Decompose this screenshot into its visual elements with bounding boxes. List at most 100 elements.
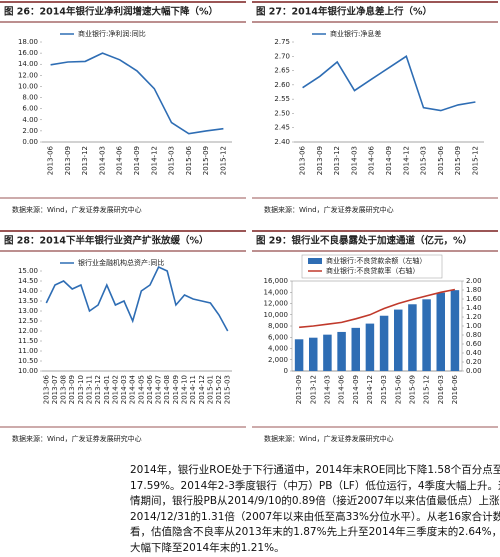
x-tick-label: 2014-12 <box>366 375 374 404</box>
x-tick-label: 2016-03 <box>437 375 445 404</box>
y-tick-label: 15.00 <box>18 267 38 275</box>
x-tick-label: 2014-10 <box>181 375 189 404</box>
x-tick-label: 2015-06 <box>185 145 193 175</box>
y-tick-label: 12.00 <box>18 71 38 79</box>
y-tick-label: 10.00 <box>18 82 38 90</box>
x-tick-label: 2014-06 <box>116 145 124 175</box>
source: 数据来源：Wind，广发证券发展研究中心 <box>264 434 394 443</box>
y-tick-label: 13.00 <box>18 307 38 315</box>
y-tick-label: 10,000 <box>264 311 289 319</box>
bar <box>309 337 318 371</box>
x-tick-label: 2014-07 <box>155 375 163 404</box>
paragraph-line: 17.59%。2014年2-3季度银行（中万）PB（LF）低位运行，4季度大幅上… <box>130 479 500 492</box>
x-tick-label: 2014-11 <box>189 375 197 404</box>
paragraph: 2014年，银行业ROE处于下行通道中，2014年末ROE同比下降1.58个百分… <box>130 463 500 556</box>
y-tick-label: 2.45 <box>274 124 290 132</box>
figure-panel: 图 28：2014下半年银行业资产扩张放缓（%） 数据来源：Wind，广发证券发展… <box>0 230 246 443</box>
x-tick-label: 2014-03 <box>98 146 106 175</box>
x-tick-label: 2013-12 <box>94 375 102 404</box>
y-tick-label: 11.50 <box>18 337 38 345</box>
bar <box>337 331 346 371</box>
y-tick-label: 2.65 <box>274 67 290 75</box>
y2-tick-label: 1.40 <box>466 304 482 312</box>
legend-box <box>301 254 443 279</box>
y-tick-label: 10.00 <box>18 367 38 375</box>
bar <box>450 290 460 371</box>
x-tick-label: 2014-09 <box>352 375 360 404</box>
y2-tick-label: 1.80 <box>466 286 482 294</box>
figure-panel: 图 29：银行业不良暴露处于加速通道（亿元，%） 数据来源：Wind，广发证券发展… <box>252 230 498 443</box>
x-tick-label: 2013-06 <box>47 145 55 175</box>
x-tick-label: 2014-09 <box>172 375 180 404</box>
legend-label: 商业银行:净利润:同比 <box>78 29 146 38</box>
y-tick-label: 18.00 <box>18 38 38 46</box>
x-tick-label: 2013-10 <box>77 375 85 404</box>
source: 数据来源：Wind，广发证券发展研究中心 <box>264 205 394 214</box>
y-tick-label: 4.00 <box>22 116 38 124</box>
x-tick-label: 2014-06 <box>368 145 376 175</box>
y-tick-label: 6,000 <box>268 333 288 341</box>
legend-label: 商业银行:不良贷款率（右轴） <box>326 266 419 275</box>
legend-swatch <box>308 258 322 264</box>
bar <box>351 327 360 371</box>
x-tick-label: 2014-03 <box>120 375 128 404</box>
x-tick-label: 2015-03 <box>380 375 388 404</box>
x-tick-label: 2015-12 <box>423 375 431 404</box>
x-tick-label: 2013-12 <box>333 146 341 175</box>
y2-tick-label: 0.80 <box>466 331 482 339</box>
bar <box>365 323 375 371</box>
x-tick-label: 2013-11 <box>86 375 94 404</box>
figure-panel: 图 26：2014年银行业净利润增速大幅下降（%） 数据来源：Wind，广发证券发… <box>0 1 246 214</box>
bar <box>436 292 445 371</box>
y2-tick-label: 0.60 <box>466 340 482 348</box>
paragraph-line: 2014/12/31的1.31倍（2007年以来由低至高33%分位水平）。从老1… <box>130 510 500 523</box>
figure-title: 图 28：2014下半年银行业资产扩张放缓（%） <box>4 235 209 247</box>
y-tick-label: 13.50 <box>18 297 38 305</box>
y-tick-label: 16.00 <box>18 49 38 57</box>
x-tick-label: 2013-08 <box>60 375 68 404</box>
x-tick-label: 2015-02 <box>215 375 223 404</box>
x-tick-label: 2013-07 <box>51 375 59 404</box>
y-tick-label: 2.40 <box>274 138 290 146</box>
y-tick-label: 2,000 <box>268 356 288 364</box>
y-tick-label: 2.50 <box>274 109 290 117</box>
x-tick-label: 2013-12 <box>81 146 89 175</box>
y-tick-label: 8.00 <box>22 94 38 102</box>
y-tick-label: 16,000 <box>264 277 289 285</box>
x-tick-label: 2014-04 <box>129 374 137 404</box>
legend-label: 商业银行:不良贷款余额（左轴） <box>326 256 426 265</box>
figure-title: 图 27：2014年银行业净息差上行（%） <box>256 6 432 18</box>
y-tick-label: 0.00 <box>22 138 38 146</box>
x-tick-label: 2013-12 <box>309 375 317 404</box>
x-tick-label: 2015-06 <box>394 374 402 404</box>
y-tick-label: 14.50 <box>18 277 38 285</box>
legend-label: 商业银行:净息差 <box>330 29 381 38</box>
legend-label: 银行业金融机构总资产:同比 <box>78 258 164 267</box>
x-tick-label: 2015-09 <box>202 146 210 175</box>
source: 数据来源：Wind，广发证券发展研究中心 <box>12 434 142 443</box>
data-line <box>45 265 229 332</box>
source: 数据来源：Wind，广发证券发展研究中心 <box>12 205 142 214</box>
y-tick-label: 12.00 <box>18 327 38 335</box>
y-tick-label: 12.50 <box>18 317 38 325</box>
y-tick-label: 6.00 <box>22 105 38 113</box>
y-tick-label: 2.00 <box>22 127 38 135</box>
y2-tick-label: 0.00 <box>466 367 482 375</box>
bar <box>408 304 417 371</box>
y2-tick-label: 1.20 <box>466 313 482 321</box>
x-tick-label: 2013-09 <box>64 146 72 175</box>
x-tick-label: 2014-12 <box>150 146 158 175</box>
paragraph-line: 看，估值隐含不良率从2013年末的1.87%先上升至2014年三季度末的2.64… <box>130 526 500 538</box>
y-tick-label: 2.55 <box>274 95 290 103</box>
x-tick-label: 2014-03 <box>350 146 358 175</box>
x-tick-label: 2015-03 <box>224 375 232 404</box>
x-tick-label: 2014-08 <box>163 375 171 404</box>
x-tick-label: 2014-09 <box>385 146 393 175</box>
x-tick-label: 2014-01 <box>103 375 111 404</box>
x-tick-label: 2014-12 <box>402 146 410 175</box>
bar <box>294 339 304 371</box>
y-tick-label: 14.00 <box>18 287 38 295</box>
figure-title: 图 26：2014年银行业净利润增速大幅下降（%） <box>4 6 218 18</box>
x-tick-label: 2013-09 <box>316 146 324 175</box>
